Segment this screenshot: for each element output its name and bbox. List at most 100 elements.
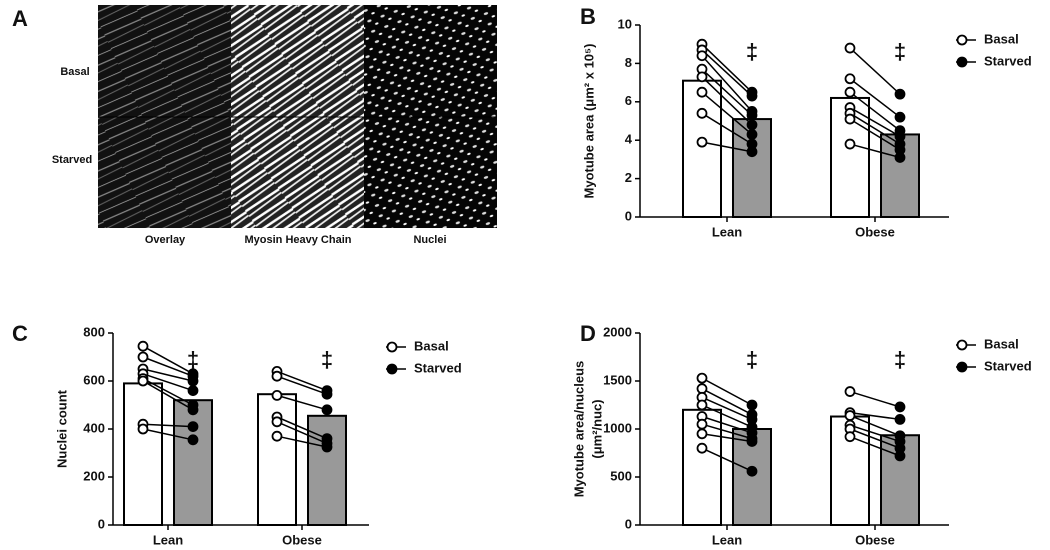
bar — [173, 399, 213, 527]
pair-line — [849, 112, 901, 145]
panel-letter: C — [12, 321, 28, 346]
panel-letter: B — [580, 4, 596, 29]
pair-line — [849, 143, 901, 159]
y-tick-label: 800 — [83, 324, 105, 339]
pair-line — [142, 356, 194, 377]
data-point — [844, 73, 856, 85]
pair-line — [276, 416, 328, 440]
pair-line — [701, 55, 753, 112]
data-point — [696, 71, 708, 83]
annotation: ‡ — [894, 39, 906, 64]
pair-line — [701, 68, 753, 116]
legend-marker — [386, 341, 398, 353]
x-tick-label: Lean — [153, 532, 183, 547]
data-point — [187, 375, 199, 387]
legend-marker — [956, 361, 968, 373]
y-tick-label: 4 — [625, 132, 633, 147]
y-tick-label: 600 — [83, 372, 105, 387]
y-tick-label: 6 — [625, 93, 632, 108]
data-point — [696, 428, 708, 440]
legend-label: Starved — [984, 358, 1032, 373]
y-axis-label: Nuclei count — [54, 389, 69, 468]
pair-line — [849, 428, 901, 449]
pair-line — [849, 414, 901, 437]
x-tick-label: Lean — [712, 224, 742, 239]
pair-line — [701, 377, 753, 406]
data-point — [746, 436, 758, 447]
pair-line — [276, 375, 328, 395]
pair-line — [849, 424, 901, 443]
pair-line — [849, 411, 901, 421]
pair-line — [701, 447, 753, 472]
data-point — [746, 465, 758, 477]
pair-line — [276, 394, 328, 411]
data-point — [137, 351, 149, 363]
pair-line — [701, 415, 753, 434]
x-tick-label: Lean — [712, 532, 742, 547]
pair-line — [701, 76, 753, 126]
data-point — [321, 404, 333, 416]
data-point — [271, 430, 283, 442]
panel-letter: A — [12, 6, 28, 31]
data-point — [746, 90, 758, 102]
data-point — [137, 340, 149, 352]
data-point — [746, 109, 758, 121]
legend-marker — [386, 363, 398, 375]
data-point — [844, 386, 856, 397]
y-tick-label: 8 — [625, 55, 632, 70]
data-point — [271, 389, 283, 401]
y-tick-label: 1000 — [603, 420, 632, 435]
y-tick-label: 0 — [98, 516, 105, 531]
data-point — [187, 385, 199, 397]
y-tick-label: 1500 — [603, 372, 632, 387]
legend-marker — [956, 56, 968, 68]
legend-label: Basal — [414, 338, 449, 353]
data-point — [696, 418, 708, 430]
data-point — [696, 399, 708, 411]
data-point — [321, 441, 333, 453]
pair-line — [142, 428, 194, 441]
data-point — [894, 401, 906, 413]
data-point — [696, 86, 708, 98]
data-point — [696, 50, 708, 62]
pair-line — [142, 368, 194, 382]
pair-line — [142, 423, 194, 428]
legend-marker — [956, 34, 968, 46]
data-point — [271, 370, 283, 382]
row-label: Basal — [60, 66, 89, 78]
legend-label: Starved — [984, 53, 1032, 68]
pair-line — [849, 118, 901, 151]
bar — [123, 382, 163, 526]
data-point — [844, 138, 856, 150]
data-point — [271, 416, 283, 428]
data-point — [844, 42, 856, 54]
pair-line — [701, 423, 753, 440]
x-tick-label: Obese — [855, 224, 895, 239]
legend-marker — [956, 339, 968, 351]
pair-line — [142, 373, 194, 392]
y-axis-label: Myotube area (μm² x 10⁵) — [581, 44, 596, 199]
y-axis-label: Myotube area/nucleus — [571, 361, 586, 498]
data-point — [696, 136, 708, 148]
y-tick-label: 2 — [625, 170, 632, 185]
data-point — [844, 86, 856, 98]
data-point — [746, 146, 758, 158]
pair-line — [701, 396, 753, 421]
data-point — [894, 152, 906, 163]
legend-label: Basal — [984, 31, 1019, 46]
bar — [682, 79, 722, 219]
pair-line — [849, 390, 901, 408]
data-point — [894, 450, 906, 462]
y-tick-label: 2000 — [603, 324, 632, 339]
y-tick-label: 0 — [625, 208, 632, 223]
legend-label: Basal — [984, 336, 1019, 351]
x-tick-label: Obese — [282, 532, 322, 547]
data-point — [844, 410, 856, 421]
data-point — [187, 434, 199, 446]
annotation: ‡ — [894, 347, 906, 372]
panel-a: A Basal Starved Overlay Myosin Heavy Cha… — [12, 5, 497, 246]
column-label: Overlay — [145, 234, 186, 246]
y-tick-label: 400 — [83, 420, 105, 435]
data-point — [187, 404, 199, 416]
